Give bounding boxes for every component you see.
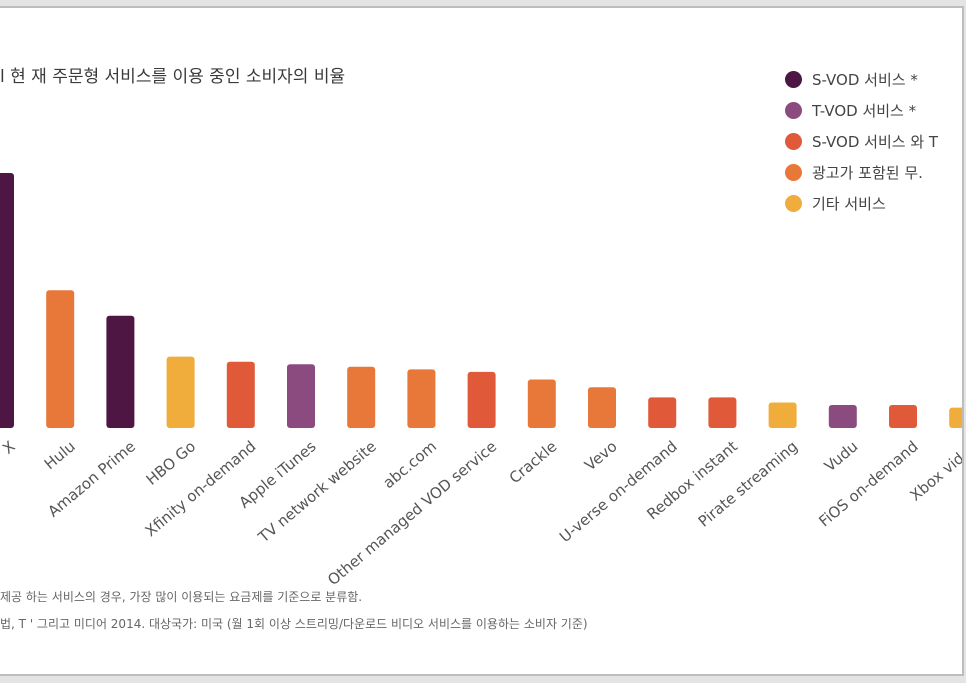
- bar-11: [648, 397, 677, 428]
- bar-16: [949, 407, 962, 428]
- bar-3: [166, 356, 195, 428]
- bar-15: [889, 405, 917, 428]
- bar-14: [828, 405, 857, 428]
- tick-label-0: X: [0, 437, 19, 457]
- bar-1: [46, 290, 75, 428]
- bar-10: [588, 387, 616, 428]
- tick-label-15: FiOS on-demand: [815, 437, 921, 530]
- legend-item-1: T-VOD 서비스 *: [785, 95, 938, 126]
- legend-item-0: S-VOD 서비스 *: [785, 64, 938, 95]
- legend-label: 기타 서비스: [812, 195, 886, 213]
- legend-swatch-icon: [785, 133, 802, 150]
- bar-4: [226, 361, 255, 428]
- tick-label-7: abc.com: [380, 437, 440, 492]
- tick-label-10: Vevo: [581, 437, 620, 474]
- legend-swatch-icon: [785, 195, 802, 212]
- bar-12: [708, 397, 737, 428]
- legend-item-4: 기타 서비스: [785, 188, 938, 219]
- bar-13: [768, 402, 797, 428]
- legend-swatch-icon: [785, 71, 802, 88]
- tick-label-1: Hulu: [41, 437, 79, 473]
- tick-label-11: U-verse on-demand: [556, 437, 681, 546]
- tick-label-13: Pirate streaming: [695, 437, 801, 530]
- tick-label-14: Vudu: [821, 437, 862, 475]
- legend-label: S-VOD 서비스 와 T: [812, 133, 939, 151]
- bar-9: [527, 379, 556, 428]
- bar-5: [287, 364, 315, 428]
- bar-0: [0, 173, 14, 428]
- legend-label: T-VOD 서비스 *: [812, 102, 917, 120]
- footnote-line-1: 제공 하는 서비스의 경우, 가장 많이 이용되는 요금제를 기준으로 분류함.: [0, 590, 363, 604]
- legend-label: 광고가 포함된 무.: [812, 164, 923, 182]
- legend-swatch-icon: [785, 102, 802, 119]
- footnote-line-2: 법, T ' 그리고 미디어 2014. 대상국가: 미국 (월 1회 이상 스…: [0, 617, 588, 631]
- legend-label: S-VOD 서비스 *: [812, 71, 918, 89]
- chart-frame: l 현 재 주문형 서비스를 이용 중인 소비자의 비율 X Hulu Amazon…: [0, 6, 964, 676]
- tick-label-3: HBO Go: [143, 437, 200, 489]
- bar-7: [407, 369, 436, 428]
- bar-2: [106, 315, 135, 428]
- chart-title: l 현 재 주문형 서비스를 이용 중인 소비자의 비율: [0, 67, 346, 87]
- bar-6: [347, 366, 376, 428]
- bar-8: [467, 371, 496, 428]
- legend-swatch-icon: [785, 164, 802, 181]
- tick-label-6: TV network website: [254, 437, 380, 547]
- tick-label-4: Xfinity on-demand: [142, 437, 260, 540]
- tick-label-9: Crackle: [506, 437, 561, 487]
- legend-item-2: S-VOD 서비스 와 T: [785, 126, 938, 157]
- chart-legend: S-VOD 서비스 * T-VOD 서비스 * S-VOD 서비스 와 T 광고가 포…: [785, 64, 938, 219]
- legend-item-3: 광고가 포함된 무.: [785, 157, 938, 188]
